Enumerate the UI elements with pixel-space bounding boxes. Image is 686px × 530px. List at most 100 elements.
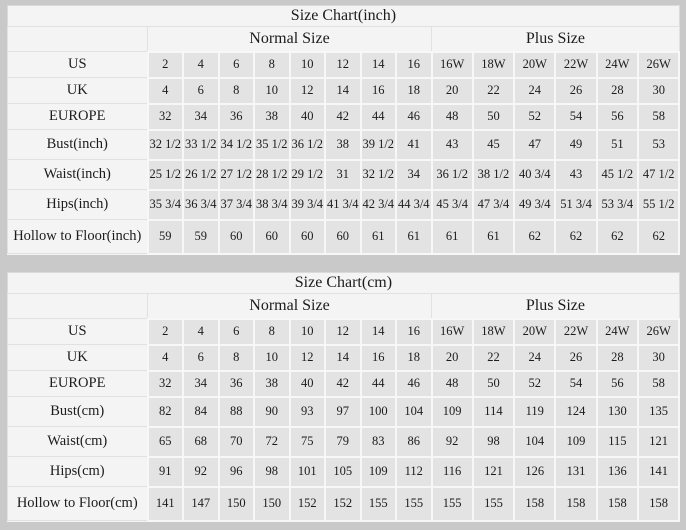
size-value-cell: 60 bbox=[217, 218, 255, 255]
corner-cell bbox=[7, 26, 148, 52]
size-value-cell: 37 3/4 bbox=[217, 188, 255, 221]
row-label: Waist(inch) bbox=[7, 159, 148, 190]
size-value-cell: 147 bbox=[182, 485, 220, 522]
size-value-cell: 155 bbox=[359, 485, 397, 522]
size-value-cell: 32 1/2 bbox=[359, 158, 397, 191]
size-value-cell: 109 bbox=[430, 395, 474, 428]
size-value-cell: 20 bbox=[430, 76, 474, 105]
size-value-cell: 131 bbox=[554, 455, 598, 488]
size-value-cell: 101 bbox=[288, 455, 326, 488]
size-value-cell: 26W bbox=[636, 317, 681, 346]
table-row: Bust(cm) 82 84 88 90 93 97 100 104 109 114 119 124 13… bbox=[7, 395, 681, 428]
size-value-cell: 48 bbox=[430, 369, 474, 398]
size-value-cell: 136 bbox=[595, 455, 639, 488]
size-value-cell: 52 bbox=[513, 369, 557, 398]
size-value-cell: 4 bbox=[146, 343, 184, 372]
size-value-cell: 6 bbox=[182, 343, 220, 372]
size-value-cell: 2 bbox=[146, 317, 184, 346]
table-row: Waist(cm) 65 68 70 72 75 79 83 86 92 98 104 109 115 12… bbox=[7, 425, 681, 458]
size-value-cell: 16W bbox=[430, 317, 474, 346]
row-label: UK bbox=[7, 77, 148, 104]
size-value-cell: 62 bbox=[554, 218, 598, 255]
size-value-cell: 86 bbox=[395, 425, 433, 458]
size-value-cell: 104 bbox=[513, 425, 557, 458]
size-value-cell: 26 1/2 bbox=[182, 158, 220, 191]
size-value-cell: 26 bbox=[554, 76, 598, 105]
size-value-cell: 62 bbox=[513, 218, 557, 255]
size-value-cell: 43 bbox=[430, 128, 474, 161]
size-value-cell: 112 bbox=[395, 455, 433, 488]
size-value-cell: 40 bbox=[288, 102, 326, 131]
size-value-cell: 4 bbox=[146, 76, 184, 105]
size-value-cell: 22W bbox=[554, 50, 598, 79]
table-body: US 2 4 6 8 10 12 14 16 16W 18W 20W 22W 24W 26W UK 4 6 8 10 1… bbox=[7, 50, 681, 255]
size-value-cell: 56 bbox=[595, 369, 639, 398]
size-value-cell: 98 bbox=[253, 455, 291, 488]
size-value-cell: 18 bbox=[395, 76, 433, 105]
table-row: Hollow to Floor(inch) 59 59 60 60 60 60 61 61 61 6… bbox=[7, 218, 681, 255]
size-value-cell: 29 1/2 bbox=[288, 158, 326, 191]
size-value-cell: 38 bbox=[324, 128, 362, 161]
table-row: US 2 4 6 8 10 12 14 16 16W 18W 20W 22W 24W 26W bbox=[7, 50, 681, 79]
table-row: Bust(inch) 32 1/2 33 1/2 34 1/2 35 1/2 36 1/2… bbox=[7, 128, 681, 161]
size-value-cell: 59 bbox=[182, 218, 220, 255]
table-title: Size Chart(cm) bbox=[7, 272, 680, 294]
size-value-cell: 38 bbox=[253, 102, 291, 131]
size-value-cell: 42 bbox=[324, 369, 362, 398]
size-value-cell: 152 bbox=[288, 485, 326, 522]
size-value-cell: 10 bbox=[253, 76, 291, 105]
size-value-cell: 62 bbox=[595, 218, 639, 255]
size-value-cell: 10 bbox=[288, 317, 326, 346]
size-value-cell: 26W bbox=[636, 50, 681, 79]
size-value-cell: 116 bbox=[430, 455, 474, 488]
size-value-cell: 36 1/2 bbox=[288, 128, 326, 161]
size-value-cell: 45 bbox=[471, 128, 516, 161]
size-group-header-row: Normal Size Plus Size bbox=[7, 293, 680, 319]
size-value-cell: 51 bbox=[595, 128, 639, 161]
size-value-cell: 46 bbox=[395, 102, 433, 131]
size-value-cell: 38 1/2 bbox=[471, 158, 516, 191]
size-value-cell: 47 3/4 bbox=[471, 188, 516, 221]
size-value-cell: 22 bbox=[471, 76, 516, 105]
size-value-cell: 121 bbox=[471, 455, 516, 488]
size-value-cell: 59 bbox=[146, 218, 184, 255]
size-value-cell: 56 bbox=[595, 102, 639, 131]
size-value-cell: 84 bbox=[182, 395, 220, 428]
size-value-cell: 16 bbox=[395, 317, 433, 346]
size-value-cell: 61 bbox=[395, 218, 433, 255]
size-value-cell: 24W bbox=[595, 50, 639, 79]
size-value-cell: 44 3/4 bbox=[395, 188, 433, 221]
size-value-cell: 75 bbox=[288, 425, 326, 458]
size-value-cell: 158 bbox=[595, 485, 639, 522]
size-value-cell: 30 bbox=[636, 76, 681, 105]
size-chart-cm: Size Chart(cm) Normal Size Plus Size US 2… bbox=[7, 272, 681, 522]
size-value-cell: 20 bbox=[430, 343, 474, 372]
size-value-cell: 22 bbox=[471, 343, 516, 372]
corner-cell bbox=[7, 293, 148, 319]
size-value-cell: 158 bbox=[636, 485, 681, 522]
row-label: Hips(cm) bbox=[7, 456, 148, 487]
table-body: US 2 4 6 8 10 12 14 16 16W 18W 20W 22W 24W 26W UK 4 6 8 10 1… bbox=[7, 317, 681, 522]
row-label: Hollow to Floor(inch) bbox=[7, 219, 148, 254]
size-value-cell: 24 bbox=[513, 343, 557, 372]
size-value-cell: 92 bbox=[182, 455, 220, 488]
size-value-cell: 42 3/4 bbox=[359, 188, 397, 221]
size-value-cell: 6 bbox=[182, 76, 220, 105]
size-value-cell: 55 1/2 bbox=[636, 188, 681, 221]
size-value-cell: 8 bbox=[253, 50, 291, 79]
plus-size-header: Plus Size bbox=[431, 293, 680, 319]
size-value-cell: 27 1/2 bbox=[217, 158, 255, 191]
table-row: Hips(cm) 91 92 96 98 101 105 109 112 116 121 126 131… bbox=[7, 455, 681, 488]
size-value-cell: 20W bbox=[513, 317, 557, 346]
size-value-cell: 60 bbox=[288, 218, 326, 255]
size-value-cell: 44 bbox=[359, 369, 397, 398]
size-value-cell: 155 bbox=[471, 485, 516, 522]
size-value-cell: 53 3/4 bbox=[595, 188, 639, 221]
size-value-cell: 46 bbox=[395, 369, 433, 398]
size-group-header-row: Normal Size Plus Size bbox=[7, 26, 680, 52]
size-value-cell: 25 1/2 bbox=[146, 158, 184, 191]
normal-size-header: Normal Size bbox=[147, 26, 432, 52]
size-value-cell: 48 bbox=[430, 102, 474, 131]
size-value-cell: 16 bbox=[359, 343, 397, 372]
size-value-cell: 39 3/4 bbox=[288, 188, 326, 221]
